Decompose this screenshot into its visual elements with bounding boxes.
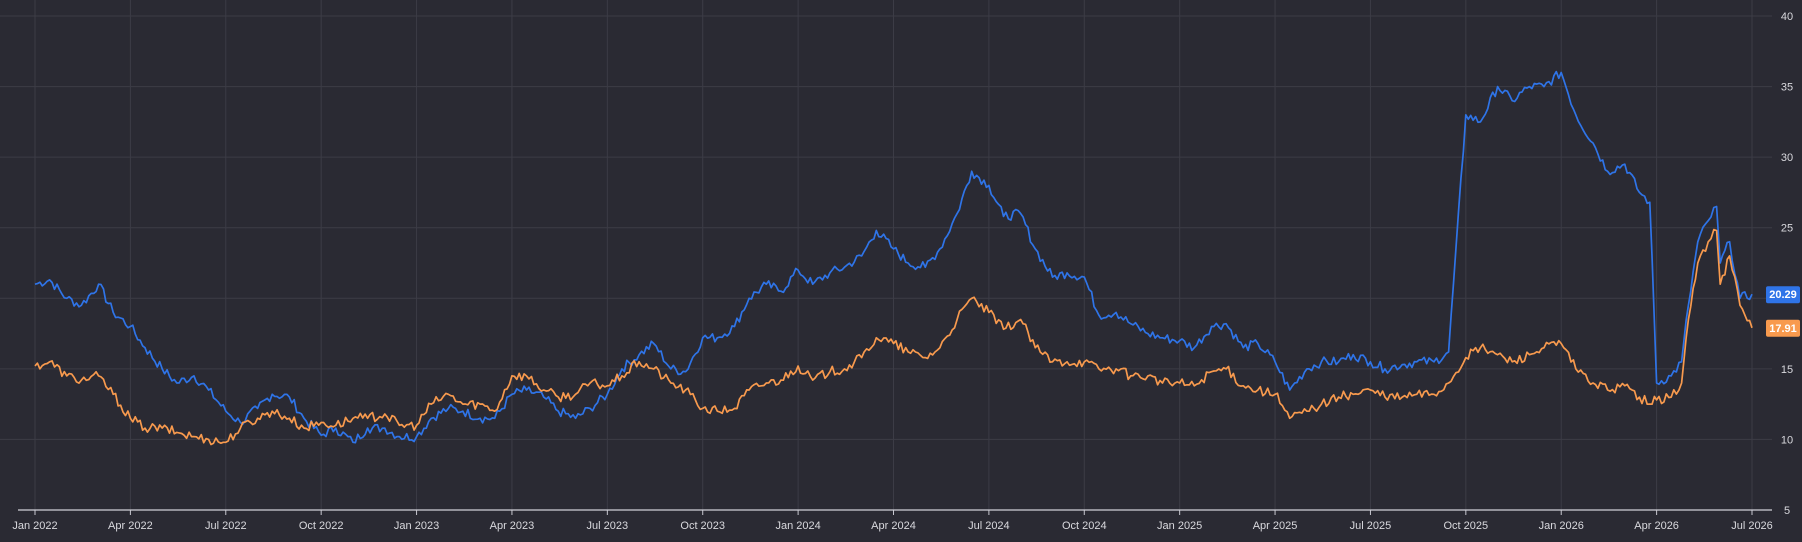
x-tick-label: Jul 2022: [205, 520, 247, 532]
series-lines: [34, 70, 1753, 446]
x-tick-label: Jul 2026: [1731, 520, 1773, 532]
x-tick-label: Jul 2024: [968, 520, 1010, 532]
last-value-badges: 20.29 17.91: [1766, 286, 1800, 337]
badge-background: [1766, 319, 1800, 337]
x-tick-label: Jan 2023: [394, 520, 439, 532]
badge-label: 20.29: [1769, 289, 1797, 301]
x-tick-label: Jan 2022: [12, 520, 57, 532]
x-tick-label: Oct 2025: [1444, 520, 1489, 532]
y-tick-label: 35: [1781, 82, 1793, 94]
x-tick-label: Oct 2024: [1062, 520, 1107, 532]
x-tick-label: Apr 2025: [1253, 520, 1298, 532]
x-tick-label: Jan 2024: [775, 520, 820, 532]
x-tick-label: Apr 2024: [871, 520, 916, 532]
x-tick-label: Oct 2022: [299, 520, 344, 532]
badge-background: [1766, 286, 1800, 304]
x-tick-label: Oct 2023: [680, 520, 725, 532]
x-tick-label: Apr 2026: [1634, 520, 1679, 532]
x-tick-label: Jul 2023: [587, 520, 629, 532]
y-tick-label: 40: [1781, 11, 1793, 23]
series-line-1: [34, 70, 1753, 444]
y-tick-label: 5: [1784, 505, 1790, 517]
y-tick-label: 30: [1781, 152, 1793, 164]
x-tick-label: Jul 2025: [1350, 520, 1392, 532]
last-value-badge-2: 17.91: [1766, 319, 1800, 337]
badge-label: 17.91: [1769, 323, 1797, 335]
x-tick-label: Apr 2022: [108, 520, 153, 532]
grid: [0, 0, 1772, 510]
last-value-badge-1: 20.29: [1766, 286, 1800, 304]
x-tick-label: Apr 2023: [490, 520, 535, 532]
x-tick-label: Jan 2025: [1157, 520, 1202, 532]
y-tick-label: 15: [1781, 364, 1793, 376]
series-line-2: [34, 228, 1753, 446]
y-tick-label: 25: [1781, 223, 1793, 235]
y-tick-label: 10: [1781, 434, 1793, 446]
x-tick-label: Jan 2026: [1539, 520, 1584, 532]
